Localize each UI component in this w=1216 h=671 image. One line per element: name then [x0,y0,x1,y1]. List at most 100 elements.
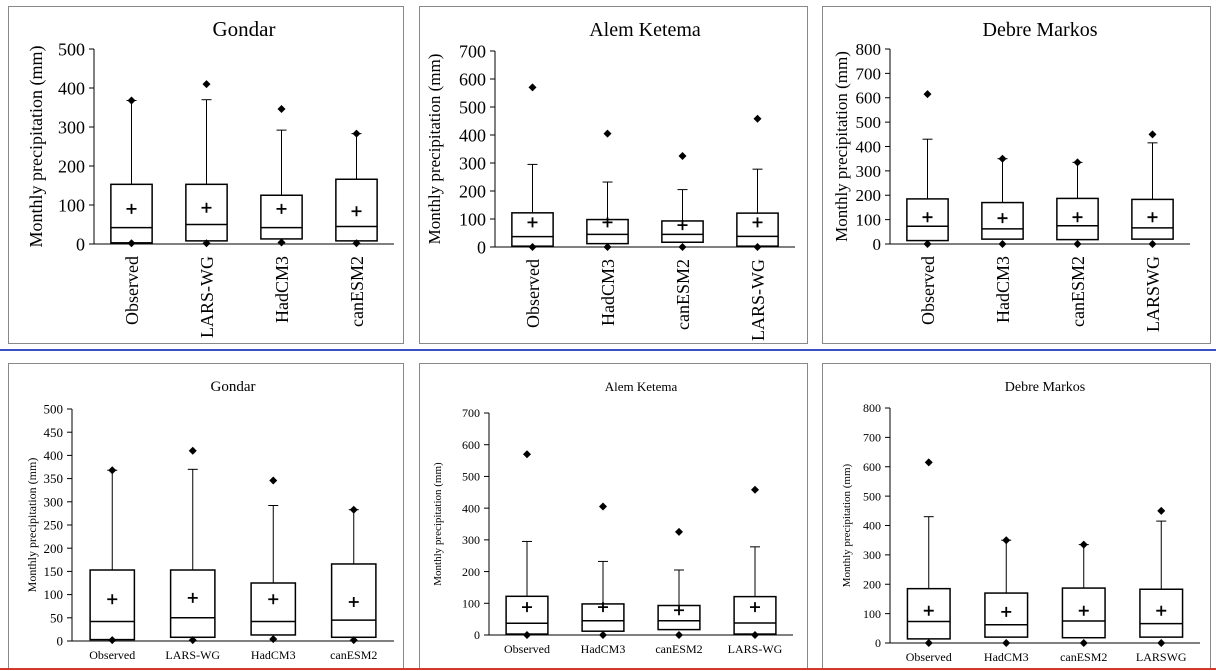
y-tick-label: 800 [856,40,882,59]
y-tick-label: 700 [856,64,882,83]
max-marker [528,83,537,92]
x-tick-label: LARS-WG [748,259,768,341]
box-lars-wg [185,80,228,248]
y-tick-label: 400 [462,501,480,515]
y-tick-label: 300 [863,548,881,562]
box-larswg [1139,506,1184,647]
y-tick-label: 300 [58,117,85,137]
max-marker [188,446,197,455]
max-marker [998,154,1007,163]
y-tick-label: 400 [856,137,882,156]
x-tick-label: canESM2 [655,642,702,656]
y-tick-label: 100 [459,209,486,229]
max-marker [523,450,531,459]
min-marker [528,243,537,251]
y-tick-label: 800 [863,401,881,415]
y-tick-label: 0 [76,234,85,254]
iqr-box [89,569,136,641]
x-tick-label: LARSWG [1136,650,1187,664]
y-tick-label: 200 [462,565,480,579]
mean-marker [201,202,212,213]
y-tick-label: 100 [44,587,64,602]
y-axis-label: Monthly precipitation (mm) [841,463,853,587]
y-tick-label: 0 [873,235,882,254]
iqr-box [169,569,216,639]
x-tick-label: canESM2 [330,648,377,662]
mean-marker [997,213,1008,224]
x-tick-label: Observed [122,256,142,325]
max-marker [1157,506,1166,515]
chart-title: Alem Ketema [605,379,678,394]
y-axis-label: Monthly precipitation (mm) [432,462,444,586]
y-tick-label: 100 [856,211,882,230]
max-marker [603,129,612,138]
y-tick-label: 200 [856,186,882,205]
y-tick-label: 350 [44,471,64,486]
iqr-box [250,582,297,636]
x-tick-label: HadCM3 [598,259,618,326]
row-divider-line [0,349,1216,351]
x-tick-label: HadCM3 [984,650,1029,664]
max-marker [678,152,687,160]
max-marker [349,505,358,514]
y-tick-label: 700 [459,41,486,61]
min-marker [924,639,933,647]
y-tick-label: 150 [44,564,64,579]
x-tick-label: Observed [504,642,550,656]
bottom-accent-line [0,668,1216,670]
x-tick-label: canESM2 [1060,650,1107,664]
min-marker [127,239,136,248]
mean-marker [268,594,279,605]
y-tick-label: 0 [57,634,64,649]
y-tick-label: 0 [875,636,881,650]
y-tick-label: 500 [58,39,85,59]
box-canesm2 [657,527,701,639]
max-marker [599,502,607,511]
mean-marker [750,602,760,613]
min-marker [1073,240,1082,248]
max-marker [1002,536,1011,545]
box-observed [511,83,554,251]
y-axis-label: Monthly precipitation (mm) [832,51,851,242]
min-marker [1002,639,1011,647]
chart-panel-3: Debre Markos 0 100 200 300 400 500 600 700 800 Mon… [822,6,1211,344]
max-marker [923,90,932,99]
chart-title: Debre Markos [1005,380,1085,395]
min-marker [599,631,607,639]
mean-marker [1156,605,1167,616]
chart-panel-2: Alem Ketema 0 100 200 300 400 500 600 700 Monthly… [419,6,808,344]
y-tick-label: 500 [856,113,882,132]
chart-panel-6: Debre Markos 0 100 200 300 400 500 600 700 800 Mon… [822,363,1211,669]
y-tick-label: 500 [44,402,64,417]
min-marker [188,636,197,645]
min-marker [751,631,759,639]
box-hadcm3 [260,105,303,247]
max-marker [1073,158,1082,167]
x-tick-label: Observed [918,256,938,325]
y-tick-label: 250 [44,518,64,533]
max-marker [352,129,361,138]
min-marker [1079,639,1088,647]
max-marker [675,527,683,536]
y-tick-label: 450 [44,425,64,440]
min-marker [352,239,361,248]
mean-marker [598,602,608,613]
min-marker [923,240,932,248]
chart-title: Alem Ketema [589,19,701,41]
mean-marker [677,220,688,231]
mean-marker [1147,212,1158,223]
x-tick-label: HadCM3 [993,256,1013,323]
iqr-box [260,194,303,240]
y-tick-label: 200 [863,577,881,591]
x-tick-label: LARS-WG [197,256,217,338]
y-tick-label: 100 [462,596,480,610]
min-marker [675,631,683,639]
box-canesm2 [330,505,377,645]
box-canesm2 [1061,540,1106,647]
min-marker [277,238,286,247]
chart-panel-5: Alem Ketema 0 100 200 300 400 500 600 700 Monthly… [419,363,808,669]
min-marker [1157,639,1166,647]
x-tick-label: HadCM3 [581,642,626,656]
min-marker [1148,240,1157,248]
